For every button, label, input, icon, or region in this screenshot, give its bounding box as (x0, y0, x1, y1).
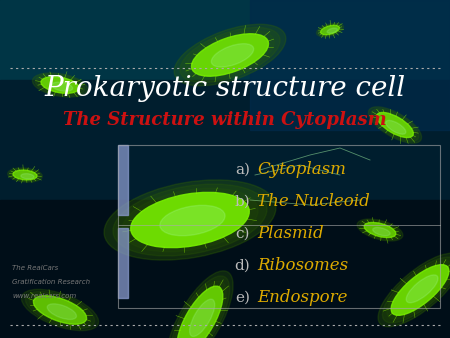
Ellipse shape (212, 44, 254, 67)
Ellipse shape (170, 276, 230, 338)
Text: e): e) (235, 291, 250, 305)
Ellipse shape (33, 296, 86, 324)
Ellipse shape (374, 111, 416, 140)
Ellipse shape (113, 184, 267, 256)
Text: The Structure within Cytoplasm: The Structure within Cytoplasm (63, 111, 387, 129)
Bar (118, 145, 440, 308)
Ellipse shape (321, 25, 339, 35)
Text: c): c) (235, 227, 250, 241)
Ellipse shape (11, 169, 39, 180)
Ellipse shape (35, 74, 85, 96)
Bar (0, 200, 450, 338)
Ellipse shape (174, 281, 226, 338)
Ellipse shape (29, 294, 90, 327)
Text: b): b) (234, 195, 250, 209)
Ellipse shape (386, 120, 406, 134)
Text: Ribosomes: Ribosomes (257, 258, 348, 274)
Bar (0, 80, 450, 240)
Text: Endospore: Endospore (257, 290, 347, 307)
Ellipse shape (373, 227, 390, 236)
Text: Cytoplasm: Cytoplasm (257, 162, 346, 178)
Ellipse shape (319, 25, 341, 35)
Ellipse shape (8, 168, 42, 182)
Text: The Nucleoid: The Nucleoid (257, 193, 370, 211)
Ellipse shape (382, 257, 450, 323)
Ellipse shape (26, 291, 94, 329)
Ellipse shape (327, 28, 338, 33)
Ellipse shape (364, 222, 396, 238)
Bar (118, 145, 128, 215)
Text: Prokaryotic structure cell: Prokaryotic structure cell (45, 74, 405, 101)
Ellipse shape (104, 180, 276, 260)
Ellipse shape (13, 170, 37, 180)
Ellipse shape (22, 289, 99, 331)
Ellipse shape (189, 299, 215, 336)
Ellipse shape (174, 24, 286, 86)
Ellipse shape (360, 220, 400, 240)
Ellipse shape (387, 261, 450, 319)
Ellipse shape (47, 304, 76, 319)
Ellipse shape (122, 188, 258, 252)
Bar (0, 0, 450, 120)
Ellipse shape (160, 205, 225, 236)
Ellipse shape (318, 24, 342, 36)
Ellipse shape (377, 113, 414, 138)
Ellipse shape (378, 253, 450, 327)
Ellipse shape (371, 109, 419, 141)
Ellipse shape (167, 271, 233, 338)
Text: a): a) (235, 163, 250, 177)
Ellipse shape (406, 275, 438, 303)
Ellipse shape (362, 221, 398, 239)
Ellipse shape (41, 77, 79, 93)
Ellipse shape (21, 174, 34, 179)
Ellipse shape (9, 169, 40, 182)
Ellipse shape (180, 27, 280, 82)
Ellipse shape (32, 73, 88, 97)
Ellipse shape (357, 219, 403, 241)
Text: Plasmid: Plasmid (257, 225, 324, 242)
Text: d): d) (234, 259, 250, 273)
Bar (118, 228, 128, 298)
Ellipse shape (369, 107, 422, 143)
Ellipse shape (316, 23, 343, 37)
Text: Gratification Research: Gratification Research (12, 279, 90, 285)
Text: www.realcars.com: www.realcars.com (12, 293, 76, 299)
Bar (250, 0, 450, 130)
Ellipse shape (177, 286, 223, 338)
Ellipse shape (38, 75, 82, 95)
Ellipse shape (192, 34, 269, 76)
Ellipse shape (186, 31, 274, 79)
Ellipse shape (131, 192, 249, 248)
Ellipse shape (52, 82, 73, 91)
Text: The RealCars: The RealCars (12, 265, 58, 271)
Ellipse shape (391, 265, 449, 315)
